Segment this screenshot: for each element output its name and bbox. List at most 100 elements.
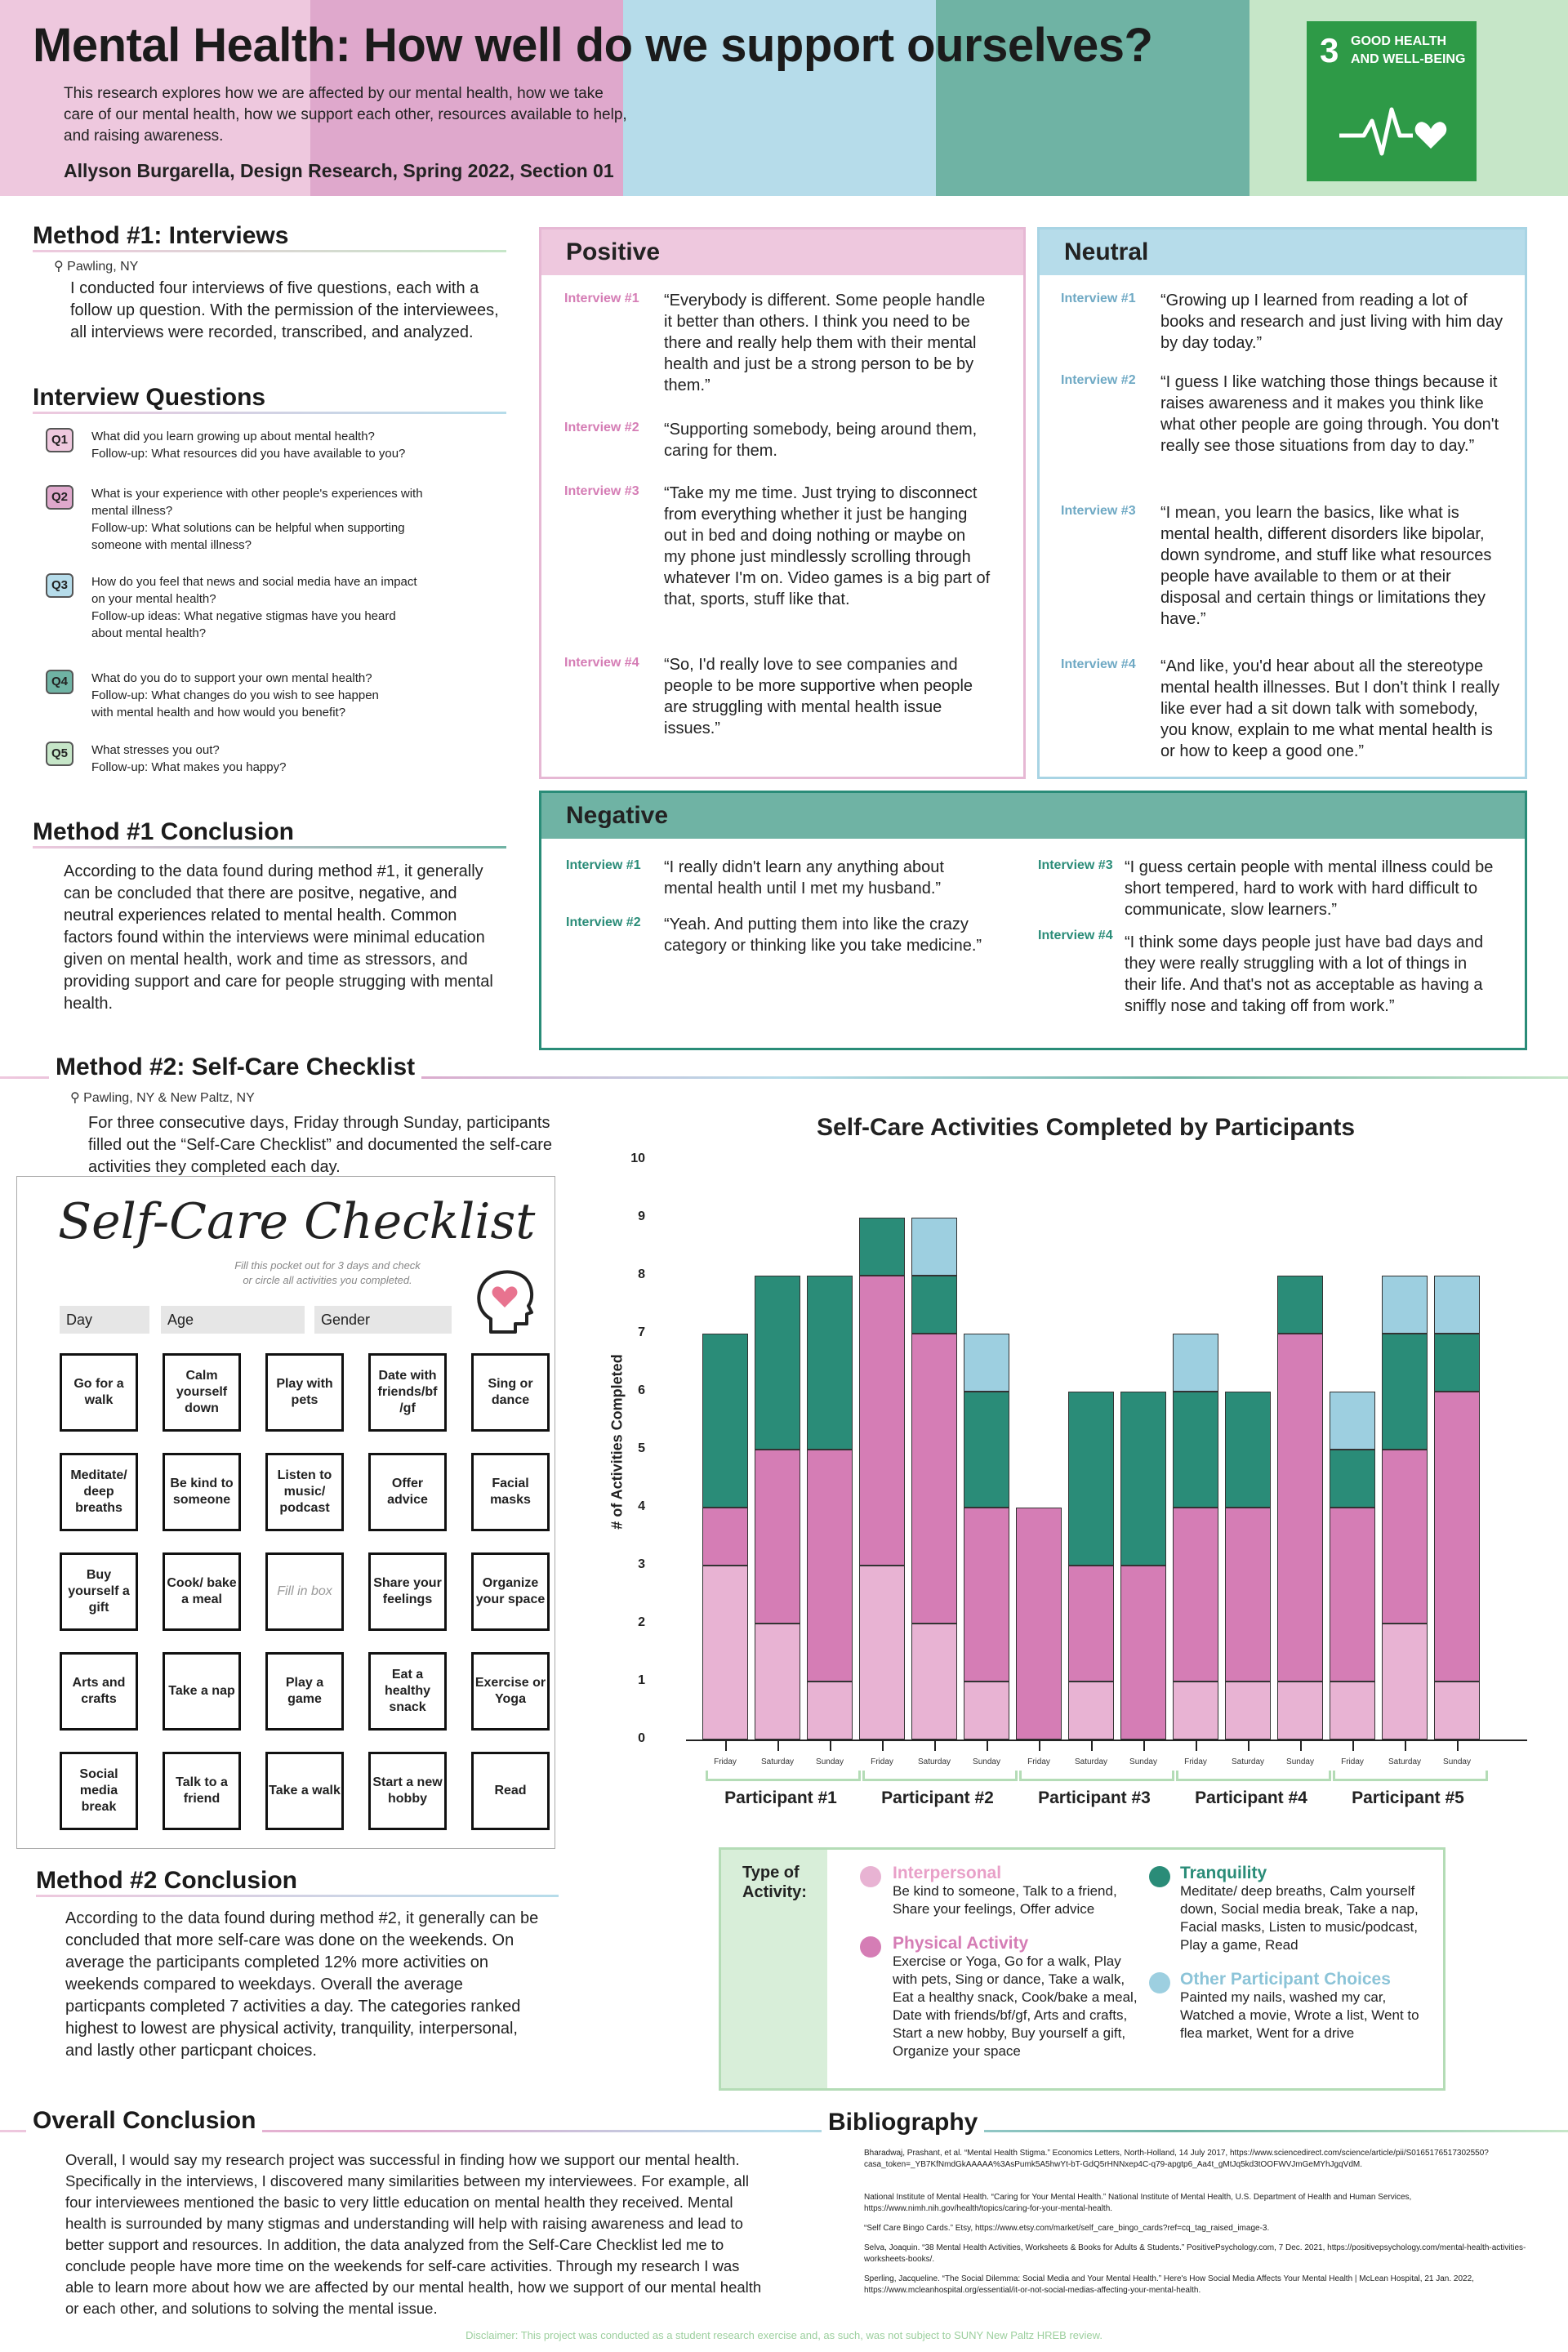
checklist-cell[interactable]: Eat a healthy snack bbox=[368, 1652, 447, 1731]
y-tick-label: 0 bbox=[638, 1731, 645, 1745]
y-tick-label: 2 bbox=[638, 1615, 645, 1629]
y-tick-label: 1 bbox=[638, 1673, 645, 1687]
bar-interpersonal bbox=[1330, 1682, 1375, 1740]
chart-title: Self-Care Activities Completed by Partic… bbox=[817, 1114, 1356, 1141]
checklist-cell[interactable]: Take a walk bbox=[265, 1752, 344, 1830]
day-label: Sunday bbox=[1129, 1757, 1157, 1766]
checklist-cell[interactable]: Talk to a friend bbox=[163, 1752, 241, 1830]
q1-badge: Q1 bbox=[46, 428, 74, 452]
checklist-cell[interactable]: Take a nap bbox=[163, 1652, 241, 1731]
y-tick-label: 3 bbox=[638, 1557, 645, 1571]
method1-underline bbox=[33, 250, 506, 252]
checklist-cell[interactable]: Buy yourself a gift bbox=[60, 1552, 138, 1631]
age-field[interactable]: Age bbox=[161, 1306, 305, 1334]
negative-label-3: Interview #3 bbox=[1038, 858, 1113, 872]
checklist-cell[interactable]: Calm yourself down bbox=[163, 1353, 241, 1432]
checklist-cell[interactable]: Play a game bbox=[265, 1652, 344, 1731]
checklist-cell[interactable]: Sing or dance bbox=[471, 1353, 550, 1432]
question-item: Q3 How do you feel that news and social m… bbox=[46, 573, 503, 642]
header-band-pink bbox=[310, 0, 623, 196]
header-band-light-pink bbox=[0, 0, 310, 196]
day-label: Friday bbox=[1184, 1757, 1207, 1766]
x-tick bbox=[1300, 1740, 1302, 1751]
legend-swatch-physical bbox=[860, 1936, 881, 1958]
checklist-cell[interactable]: Organize your space bbox=[471, 1552, 550, 1631]
location-pin-icon: ⚲ bbox=[54, 260, 64, 274]
conclusion2-underline bbox=[36, 1895, 559, 1897]
positive-label-4: Interview #4 bbox=[564, 656, 639, 670]
conclusion1-text: According to the data found during metho… bbox=[64, 862, 493, 1013]
bar-tranquility bbox=[755, 1276, 800, 1450]
bar-other-participant-choices bbox=[1434, 1276, 1480, 1334]
day-label: Friday bbox=[1027, 1757, 1050, 1766]
checklist-cell[interactable]: Read bbox=[471, 1752, 550, 1830]
positive-label-1: Interview #1 bbox=[564, 292, 639, 305]
checklist-cell[interactable]: Be kind to someone bbox=[163, 1453, 241, 1531]
overall-title: Overall Conclusion bbox=[33, 2107, 256, 2134]
participant-bracket bbox=[1019, 1771, 1174, 1781]
checklist-cell[interactable]: Offer advice bbox=[368, 1453, 447, 1531]
checklist-cell[interactable]: Facial masks bbox=[471, 1453, 550, 1531]
heartbeat-heart-icon bbox=[1339, 107, 1447, 156]
neutral-label-4: Interview #4 bbox=[1061, 657, 1136, 671]
method2-title: Method #2: Self-Care Checklist bbox=[56, 1054, 416, 1080]
q3-badge: Q3 bbox=[46, 573, 74, 598]
activity-legend: Type of Activity: Interpersonal Be kind to… bbox=[719, 1847, 1446, 2091]
day-label: Friday bbox=[871, 1757, 893, 1766]
bar-interpersonal bbox=[702, 1566, 748, 1740]
legend-type-label: Type of Activity: bbox=[742, 1864, 807, 1901]
legend-interpersonal: Interpersonal Be kind to someone, Talk to… bbox=[893, 1864, 1117, 1918]
negative-label-2: Interview #2 bbox=[566, 915, 641, 929]
sdg-title: GOOD HEALTH AND WELL-BEING bbox=[1351, 34, 1466, 66]
bar-other-participant-choices bbox=[1382, 1276, 1428, 1334]
header-band-teal bbox=[936, 0, 1250, 196]
checklist-cell[interactable]: Share your feelings bbox=[368, 1552, 447, 1631]
checklist-subtitle: Fill this pocket out for 3 days and chec… bbox=[234, 1259, 421, 1286]
bar-other-participant-choices bbox=[1173, 1334, 1218, 1392]
bar-physical-activity bbox=[964, 1508, 1009, 1682]
bar-physical-activity bbox=[1277, 1334, 1323, 1682]
bar-interpersonal bbox=[859, 1566, 905, 1740]
checklist-cell[interactable]: Exercise or Yoga bbox=[471, 1652, 550, 1731]
negative-quote-1: “I really didn't learn any anything abou… bbox=[664, 858, 944, 898]
day-field[interactable]: Day bbox=[60, 1306, 149, 1334]
y-tick-label: 9 bbox=[638, 1209, 645, 1223]
checklist-cell[interactable]: Go for a walk bbox=[60, 1353, 138, 1432]
bar-tranquility bbox=[1225, 1392, 1271, 1508]
bar-tranquility bbox=[911, 1276, 957, 1334]
neutral-quote-4: “And like, you'd hear about all the ster… bbox=[1160, 657, 1500, 760]
positive-quote-3: “Take my me time. Just trying to disconn… bbox=[664, 484, 991, 608]
bar-interpersonal bbox=[1068, 1682, 1114, 1740]
section-divider bbox=[0, 1076, 1568, 1079]
y-tick-label: 6 bbox=[638, 1383, 645, 1397]
checklist-cell[interactable]: Play with pets bbox=[265, 1353, 344, 1432]
bar-interpersonal bbox=[1225, 1682, 1271, 1740]
checklist-cell[interactable]: Social media break bbox=[60, 1752, 138, 1830]
bibliography-item: Sperling, Jacqueline. “The Social Dilemm… bbox=[864, 2274, 1474, 2295]
method2-location: ⚲ Pawling, NY & New Paltz, NY bbox=[70, 1091, 255, 1105]
checklist-cell[interactable]: Arts and crafts bbox=[60, 1652, 138, 1731]
bibliography-item: Bharadwaj, Prashant, et al. “Mental Heal… bbox=[864, 2149, 1489, 2169]
checklist-cell[interactable]: Meditate/ deep breaths bbox=[60, 1453, 138, 1531]
x-axis-line bbox=[686, 1740, 1527, 1741]
day-label: Saturday bbox=[1074, 1757, 1108, 1766]
legend-tranquility: Tranquility Meditate/ deep breaths, Calm … bbox=[1180, 1864, 1419, 1953]
checklist-cell[interactable]: Cook/ bake a meal bbox=[163, 1552, 241, 1631]
conclusion2-title: Method #2 Conclusion bbox=[36, 1867, 298, 1894]
x-tick bbox=[1039, 1740, 1040, 1751]
checklist-cell[interactable]: Start a new hobby bbox=[368, 1752, 447, 1830]
neutral-quote-3: “I mean, you learn the basics, like what… bbox=[1160, 504, 1492, 628]
bar-tranquility bbox=[1382, 1334, 1428, 1450]
location-pin-icon: ⚲ bbox=[70, 1091, 80, 1105]
checklist-cell[interactable]: Listen to music/ podcast bbox=[265, 1453, 344, 1531]
bar-physical-activity bbox=[1225, 1508, 1271, 1682]
y-tick-label: 7 bbox=[638, 1325, 645, 1339]
checklist-fill-in-cell[interactable]: Fill in box bbox=[265, 1552, 344, 1631]
legend-label-panel bbox=[721, 1850, 827, 2088]
positive-title: Positive bbox=[541, 229, 1023, 275]
bar-tranquility bbox=[1120, 1392, 1166, 1566]
gender-field[interactable]: Gender bbox=[314, 1306, 452, 1334]
participant-label: Participant #1 bbox=[724, 1788, 837, 1807]
questions-title: Interview Questions bbox=[33, 384, 266, 411]
checklist-cell[interactable]: Date with friends/bf /gf bbox=[368, 1353, 447, 1432]
